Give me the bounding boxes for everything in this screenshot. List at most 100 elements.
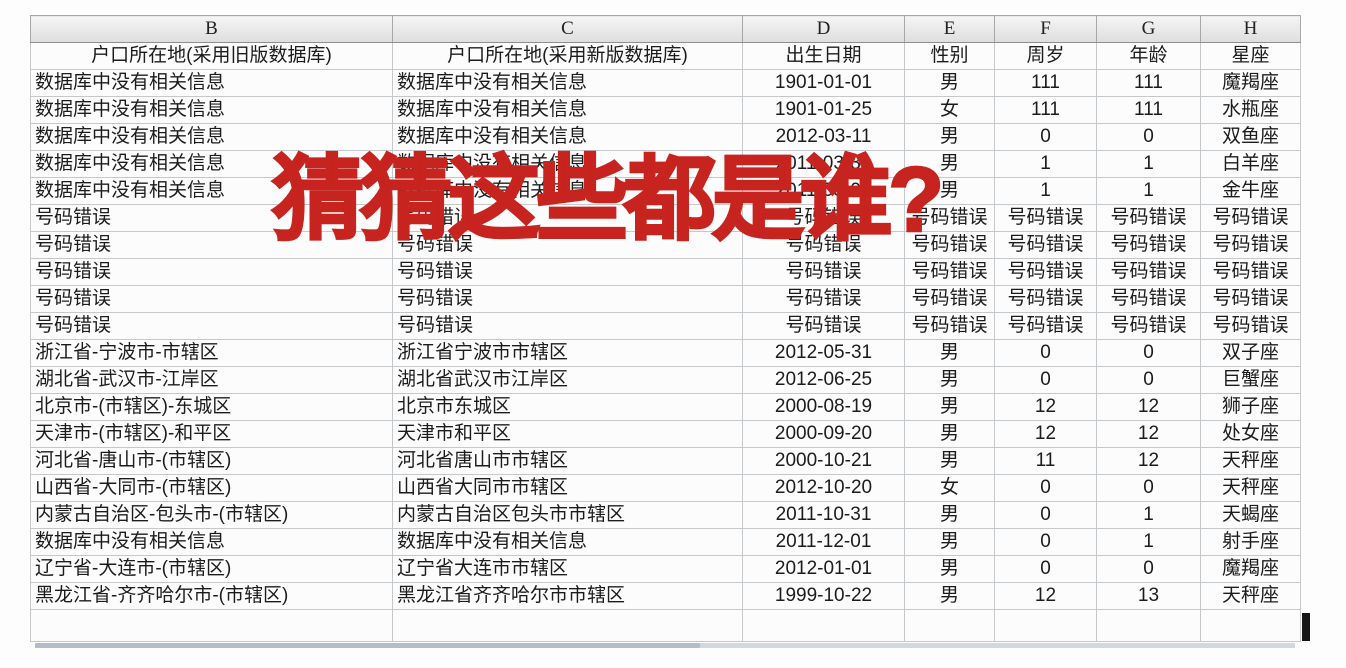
empty-cell[interactable] xyxy=(1200,609,1301,642)
cell[interactable]: 0 xyxy=(1096,123,1201,151)
cell[interactable]: 0 xyxy=(994,555,1097,583)
cell[interactable]: 111 xyxy=(994,69,1097,97)
cell[interactable]: 号码错误 xyxy=(1200,285,1301,313)
cell[interactable]: 号码错误 xyxy=(904,312,995,340)
cell[interactable]: 内蒙古自治区-包头市-(市辖区) xyxy=(30,501,393,529)
field-header-cell[interactable]: 性别 xyxy=(904,42,995,70)
column-header-g[interactable]: G xyxy=(1096,15,1201,43)
field-header-cell[interactable]: 户口所在地(采用新版数据库) xyxy=(392,42,743,70)
cell[interactable]: 天津市-(市辖区)-和平区 xyxy=(30,420,393,448)
cell[interactable]: 射手座 xyxy=(1200,528,1301,556)
cell[interactable]: 号码错误 xyxy=(994,258,1097,286)
cell[interactable]: 男 xyxy=(904,528,995,556)
cell[interactable]: 数据库中没有相关信息 xyxy=(392,150,743,178)
cell[interactable]: 数据库中没有相关信息 xyxy=(30,69,393,97)
cell[interactable]: 1 xyxy=(1096,177,1201,205)
cell[interactable]: 12 xyxy=(1096,447,1201,475)
cell[interactable]: 111 xyxy=(1096,69,1201,97)
cell[interactable]: 2011-12-01 xyxy=(742,528,905,556)
cell[interactable]: 号码错误 xyxy=(742,204,905,232)
cell[interactable]: 数据库中没有相关信息 xyxy=(392,123,743,151)
cell[interactable]: 2012-10-20 xyxy=(742,474,905,502)
cell[interactable]: 1 xyxy=(1096,150,1201,178)
cell[interactable]: 1999-10-22 xyxy=(742,582,905,610)
cell[interactable]: 号码错误 xyxy=(392,312,743,340)
cell[interactable]: 2012-06-25 xyxy=(742,366,905,394)
cell[interactable]: 天秤座 xyxy=(1200,582,1301,610)
cell[interactable]: 1901-01-25 xyxy=(742,96,905,124)
cell[interactable]: 12 xyxy=(994,393,1097,421)
cell[interactable]: 号码错误 xyxy=(904,231,995,259)
cell[interactable]: 2000-10-21 xyxy=(742,447,905,475)
cell[interactable]: 男 xyxy=(904,447,995,475)
cell[interactable]: 男 xyxy=(904,69,995,97)
cell[interactable]: 数据库中没有相关信息 xyxy=(392,96,743,124)
cell[interactable]: 数据库中没有相关信息 xyxy=(30,528,393,556)
cell[interactable]: 号码错误 xyxy=(994,285,1097,313)
cell[interactable]: 天津市和平区 xyxy=(392,420,743,448)
column-header-e[interactable]: E xyxy=(904,15,995,43)
cell[interactable]: 号码错误 xyxy=(742,258,905,286)
cell[interactable]: 双鱼座 xyxy=(1200,123,1301,151)
cell[interactable]: 0 xyxy=(994,366,1097,394)
cell[interactable]: 金牛座 xyxy=(1200,177,1301,205)
cell[interactable]: 号码错误 xyxy=(392,204,743,232)
cell[interactable]: 山西省-大同市-(市辖区) xyxy=(30,474,393,502)
field-header-cell[interactable]: 年龄 xyxy=(1096,42,1201,70)
cell[interactable]: 狮子座 xyxy=(1200,393,1301,421)
column-header-c[interactable]: C xyxy=(392,15,743,43)
cell[interactable]: 魔羯座 xyxy=(1200,69,1301,97)
cell[interactable]: 2000-09-20 xyxy=(742,420,905,448)
cell[interactable]: 1 xyxy=(1096,501,1201,529)
cell[interactable]: 2011-10-31 xyxy=(742,501,905,529)
cell[interactable]: 湖北省武汉市江岸区 xyxy=(392,366,743,394)
cell[interactable]: 男 xyxy=(904,501,995,529)
cell[interactable]: 0 xyxy=(994,528,1097,556)
empty-cell[interactable] xyxy=(1096,609,1201,642)
cell[interactable]: 北京市-(市辖区)-东城区 xyxy=(30,393,393,421)
cell[interactable]: 111 xyxy=(994,96,1097,124)
cell[interactable]: 男 xyxy=(904,150,995,178)
cell[interactable]: 数据库中没有相关信息 xyxy=(392,528,743,556)
field-header-cell[interactable]: 户口所在地(采用旧版数据库) xyxy=(30,42,393,70)
cell[interactable]: 2000-08-19 xyxy=(742,393,905,421)
cell[interactable]: 数据库中没有相关信息 xyxy=(392,69,743,97)
cell[interactable]: 号码错误 xyxy=(1200,231,1301,259)
cell[interactable]: 数据库中没有相关信息 xyxy=(30,123,393,151)
cell[interactable]: 13 xyxy=(1096,582,1201,610)
cell[interactable]: 女 xyxy=(904,474,995,502)
cell[interactable]: 号码错误 xyxy=(30,204,393,232)
cell[interactable]: 男 xyxy=(904,555,995,583)
cell[interactable]: 号码错误 xyxy=(1096,231,1201,259)
cell[interactable]: 男 xyxy=(904,366,995,394)
cell[interactable]: 11 xyxy=(994,447,1097,475)
cell[interactable]: 天秤座 xyxy=(1200,474,1301,502)
empty-cell[interactable] xyxy=(994,609,1097,642)
column-header-h[interactable]: H xyxy=(1200,15,1301,43)
cell[interactable]: 号码错误 xyxy=(30,312,393,340)
cell[interactable]: 0 xyxy=(994,501,1097,529)
cell[interactable]: 0 xyxy=(1096,339,1201,367)
cell[interactable]: 2012-05-31 xyxy=(742,339,905,367)
cell[interactable]: 数据库中没有相关信息 xyxy=(30,177,393,205)
column-header-d[interactable]: D xyxy=(742,15,905,43)
cell[interactable]: 男 xyxy=(904,393,995,421)
cell[interactable]: 号码错误 xyxy=(392,231,743,259)
cell[interactable]: 1901-01-01 xyxy=(742,69,905,97)
cell[interactable]: 山西省大同市市辖区 xyxy=(392,474,743,502)
field-header-cell[interactable]: 周岁 xyxy=(994,42,1097,70)
cell[interactable]: 女 xyxy=(904,96,995,124)
cell[interactable]: 12 xyxy=(1096,420,1201,448)
cell[interactable]: 数据库中没有相关信息 xyxy=(30,150,393,178)
cell[interactable]: 号码错误 xyxy=(742,312,905,340)
field-header-cell[interactable]: 出生日期 xyxy=(742,42,905,70)
cell[interactable]: 0 xyxy=(994,123,1097,151)
cell[interactable]: 1 xyxy=(994,177,1097,205)
cell[interactable]: 魔羯座 xyxy=(1200,555,1301,583)
cell[interactable]: 号码错误 xyxy=(30,258,393,286)
cell[interactable]: 号码错误 xyxy=(1096,204,1201,232)
cell[interactable]: 男 xyxy=(904,177,995,205)
cell[interactable]: 12 xyxy=(994,582,1097,610)
cell[interactable]: 男 xyxy=(904,420,995,448)
cell[interactable]: 号码错误 xyxy=(1096,285,1201,313)
